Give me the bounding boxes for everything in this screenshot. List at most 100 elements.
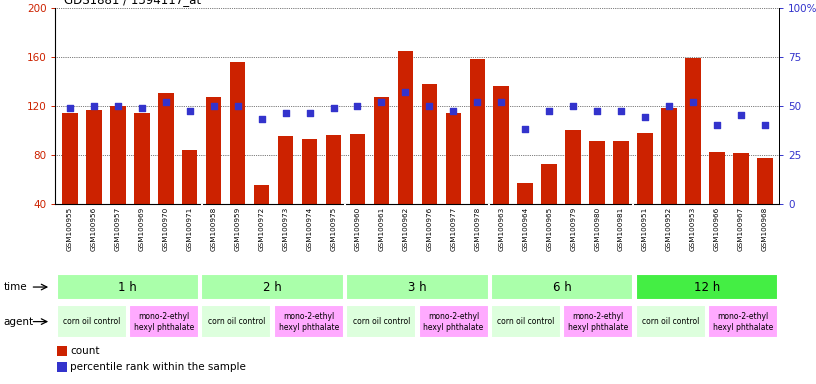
Text: GSM100956: GSM100956 — [91, 207, 97, 251]
Bar — [397, 51, 413, 253]
Bar — [491, 274, 633, 300]
Bar — [565, 130, 581, 253]
Point — [87, 103, 100, 109]
Text: GSM100973: GSM100973 — [282, 207, 289, 251]
Text: GSM100962: GSM100962 — [402, 207, 408, 251]
Point — [375, 99, 388, 105]
Text: percentile rank within the sample: percentile rank within the sample — [70, 362, 246, 372]
Text: GSM100970: GSM100970 — [162, 207, 169, 251]
Text: GSM100958: GSM100958 — [211, 207, 217, 251]
Text: GSM100974: GSM100974 — [307, 207, 313, 251]
Text: GSM100978: GSM100978 — [474, 207, 481, 251]
Bar — [158, 93, 174, 253]
Text: corn oil control: corn oil control — [353, 317, 410, 326]
Bar — [517, 183, 533, 253]
Bar — [346, 274, 489, 300]
Point — [183, 108, 196, 114]
Point — [543, 108, 556, 114]
Bar — [589, 141, 605, 253]
Point — [207, 103, 220, 109]
Text: GSM100966: GSM100966 — [714, 207, 720, 251]
Text: mono-2-ethyl
hexyl phthalate: mono-2-ethyl hexyl phthalate — [424, 311, 484, 332]
Bar — [685, 58, 701, 253]
Bar — [636, 274, 778, 300]
Bar — [350, 134, 366, 253]
Bar — [637, 132, 653, 253]
Point — [351, 103, 364, 109]
Bar — [709, 152, 725, 253]
Bar — [541, 164, 557, 253]
Bar — [62, 113, 78, 253]
Bar — [230, 61, 246, 253]
Text: GSM100969: GSM100969 — [139, 207, 144, 251]
Bar — [56, 305, 126, 338]
Bar — [129, 305, 199, 338]
Point — [734, 112, 747, 118]
Bar — [277, 136, 294, 253]
Bar — [274, 305, 344, 338]
Point — [471, 99, 484, 105]
Text: GSM100960: GSM100960 — [354, 207, 361, 251]
Point — [423, 103, 436, 109]
Text: GSM100975: GSM100975 — [330, 207, 336, 251]
Point — [711, 122, 724, 128]
Point — [255, 116, 268, 122]
Bar — [254, 185, 269, 253]
Bar — [563, 305, 633, 338]
Text: 3 h: 3 h — [408, 281, 427, 293]
Text: corn oil control: corn oil control — [208, 317, 265, 326]
Point — [327, 104, 340, 111]
Text: GSM100951: GSM100951 — [642, 207, 648, 251]
Text: GSM100971: GSM100971 — [187, 207, 193, 251]
Text: corn oil control: corn oil control — [497, 317, 555, 326]
Point — [494, 99, 508, 105]
Point — [566, 103, 579, 109]
Bar — [134, 113, 149, 253]
Text: count: count — [70, 346, 100, 356]
Bar — [56, 274, 199, 300]
Bar — [182, 150, 197, 253]
Text: GSM100963: GSM100963 — [499, 207, 504, 251]
Bar — [494, 86, 509, 253]
Text: GSM100955: GSM100955 — [67, 207, 73, 251]
Text: mono-2-ethyl
hexyl phthalate: mono-2-ethyl hexyl phthalate — [568, 311, 628, 332]
Bar — [661, 108, 676, 253]
Text: GSM100959: GSM100959 — [235, 207, 241, 251]
Text: GSM100964: GSM100964 — [522, 207, 528, 251]
Bar — [446, 113, 461, 253]
Text: mono-2-ethyl
hexyl phthalate: mono-2-ethyl hexyl phthalate — [134, 311, 194, 332]
Text: time: time — [3, 282, 27, 292]
Bar — [708, 305, 778, 338]
Point — [519, 126, 532, 132]
Text: GSM100972: GSM100972 — [259, 207, 264, 251]
Bar — [57, 362, 67, 372]
Text: 2 h: 2 h — [264, 281, 282, 293]
Text: GSM100957: GSM100957 — [115, 207, 121, 251]
Point — [135, 104, 149, 111]
Text: GSM100976: GSM100976 — [427, 207, 432, 251]
Bar — [757, 158, 773, 253]
Bar — [202, 274, 344, 300]
Text: GSM100965: GSM100965 — [546, 207, 552, 251]
Text: GSM100968: GSM100968 — [762, 207, 768, 251]
Text: GSM100979: GSM100979 — [570, 207, 576, 251]
Bar — [491, 305, 561, 338]
Bar — [422, 84, 437, 253]
Bar — [346, 305, 416, 338]
Point — [279, 110, 292, 116]
Point — [663, 103, 676, 109]
Text: 1 h: 1 h — [118, 281, 137, 293]
Bar — [636, 305, 706, 338]
Text: GSM100961: GSM100961 — [379, 207, 384, 251]
Point — [64, 104, 77, 111]
Text: 6 h: 6 h — [552, 281, 571, 293]
Bar — [326, 135, 341, 253]
Bar — [302, 139, 317, 253]
Point — [758, 122, 771, 128]
Point — [614, 108, 628, 114]
Bar — [206, 97, 221, 253]
Text: corn oil control: corn oil control — [642, 317, 699, 326]
Text: 12 h: 12 h — [694, 281, 720, 293]
Bar — [202, 305, 272, 338]
Text: agent: agent — [3, 316, 33, 327]
